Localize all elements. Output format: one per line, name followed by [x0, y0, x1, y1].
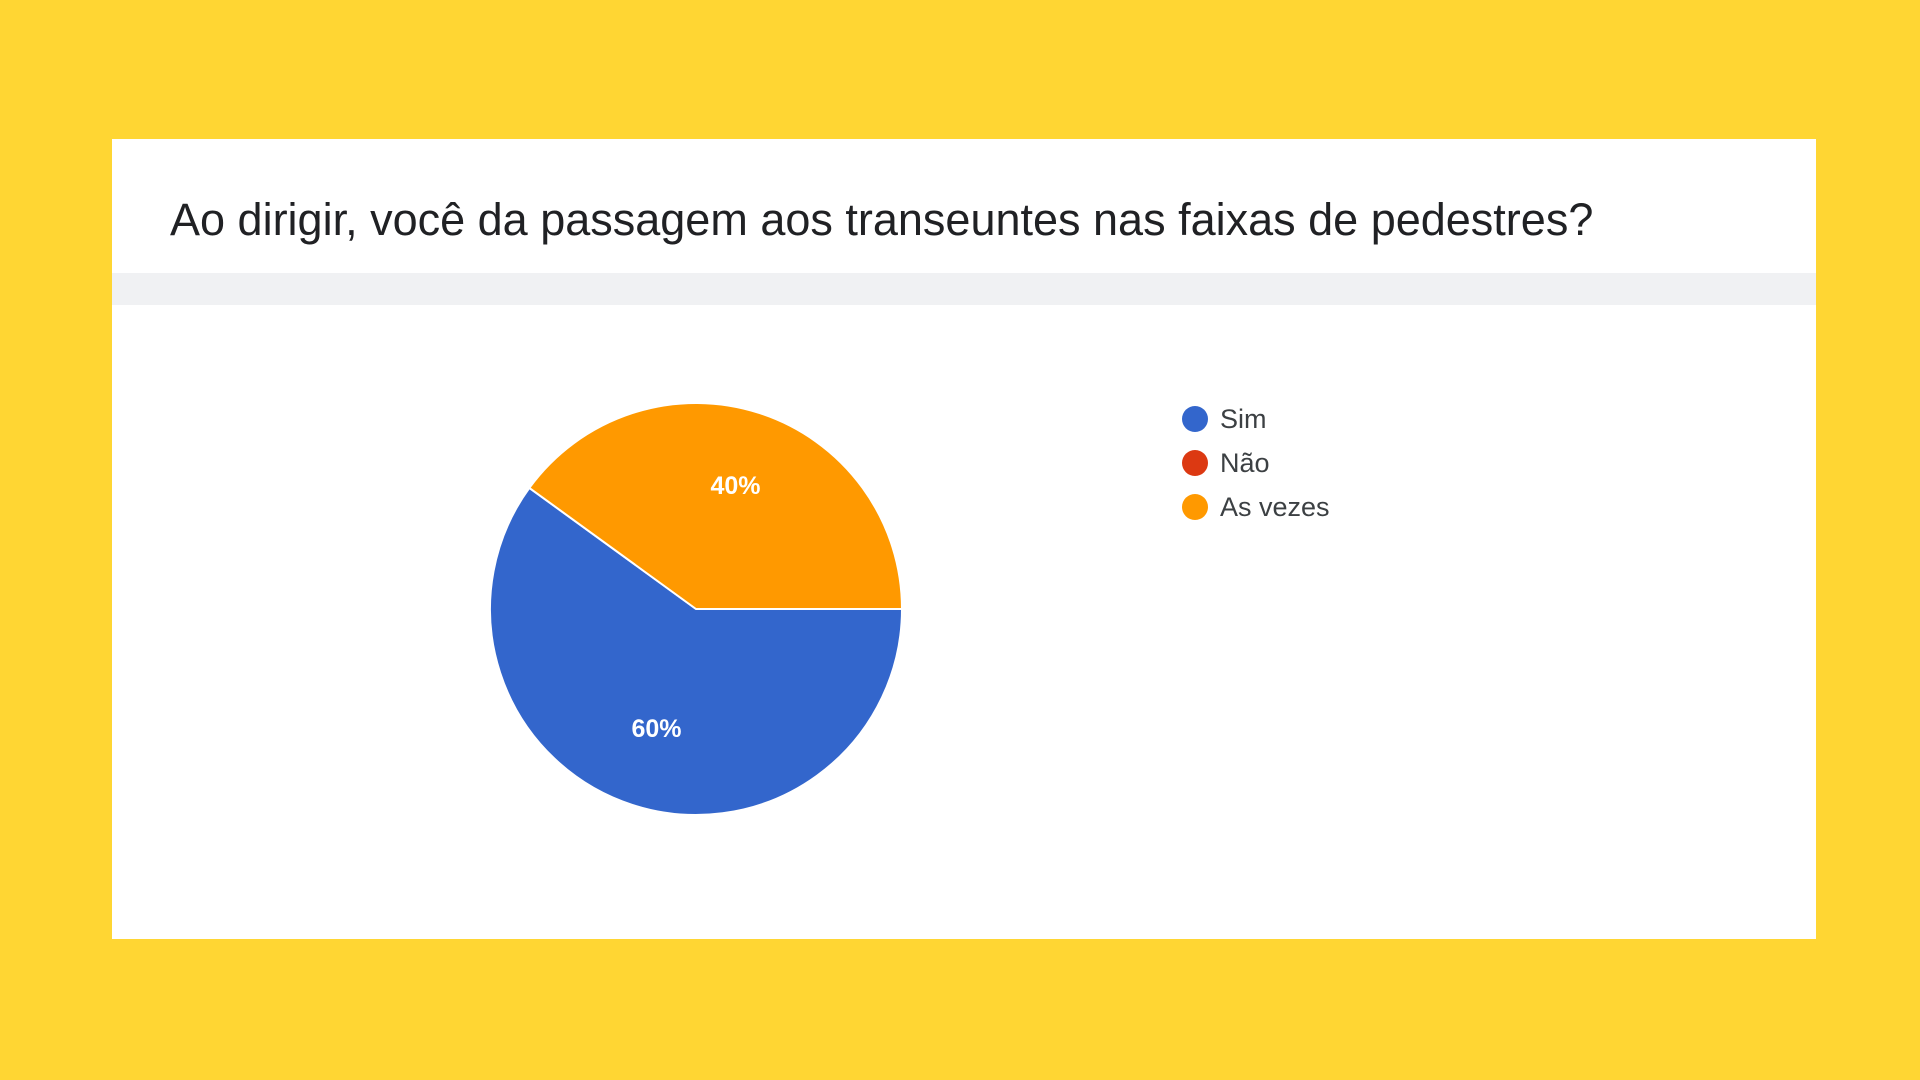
pie-slice-as-vezes[interactable]	[528, 402, 903, 610]
legend-item-sim[interactable]: Sim	[1182, 397, 1330, 441]
legend-label-nao: Não	[1220, 447, 1270, 478]
legend-item-nao[interactable]: Não	[1182, 441, 1330, 485]
divider-band	[112, 273, 1816, 305]
legend-label-as-vezes: As vezes	[1220, 491, 1330, 522]
legend-label-sim: Sim	[1220, 403, 1267, 434]
legend-swatch-nao	[1182, 450, 1208, 476]
chart-card: Ao dirigir, você da passagem aos transeu…	[112, 139, 1816, 939]
chart-title: Ao dirigir, você da passagem aos transeu…	[170, 194, 1594, 245]
chart-legend: Sim Não As vezes	[1182, 397, 1330, 529]
pie-slice-sim[interactable]	[489, 486, 903, 816]
pie-chart: 60% 40%	[489, 402, 903, 816]
legend-item-as-vezes[interactable]: As vezes	[1182, 485, 1330, 529]
legend-swatch-as-vezes	[1182, 494, 1208, 520]
legend-swatch-sim	[1182, 406, 1208, 432]
slice-label-sim: 60%	[632, 715, 682, 743]
slice-label-as-vezes: 40%	[710, 472, 760, 500]
